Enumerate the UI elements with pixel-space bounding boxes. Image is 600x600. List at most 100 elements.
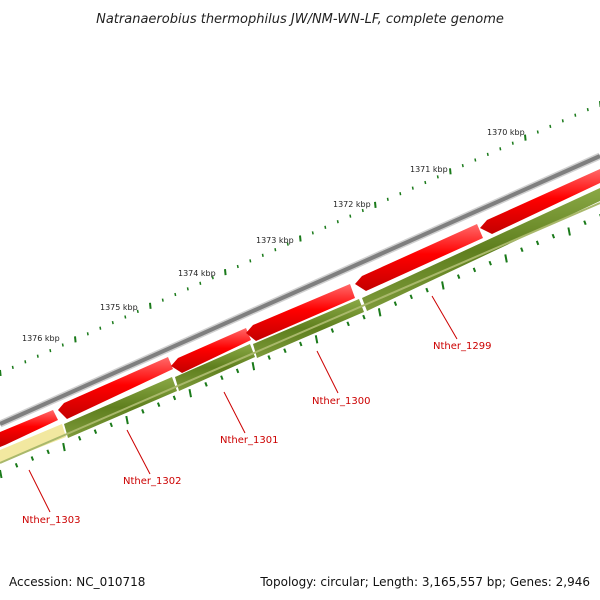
inner-tick xyxy=(0,469,3,479)
scale-ticks xyxy=(0,101,600,479)
scale-tick xyxy=(124,315,127,319)
scale-tick xyxy=(236,264,239,269)
scale-tick xyxy=(199,281,202,285)
scale-tick xyxy=(399,192,402,196)
inner-tick xyxy=(14,462,19,468)
reverse-gene-faint xyxy=(0,424,66,463)
scale-tick xyxy=(486,152,489,157)
map-title: Natranaerobius thermophilus JW/NM-WN-LF,… xyxy=(96,12,504,27)
inner-tick xyxy=(583,220,587,226)
inner-tick xyxy=(567,227,571,236)
scale-tick xyxy=(511,141,514,145)
gene-label-nther-1300: Nther_1300 xyxy=(312,396,370,407)
scale-tick xyxy=(249,259,252,263)
scale-tick xyxy=(174,292,177,297)
scale-tick xyxy=(311,231,314,235)
scale-tick xyxy=(561,119,564,123)
inner-tick xyxy=(488,260,492,266)
scale-tick xyxy=(324,225,327,229)
genome-backbone xyxy=(0,152,600,428)
forward-gene-arrow xyxy=(355,224,483,291)
gene-label-leaders xyxy=(28,295,458,513)
scale-tick xyxy=(574,113,577,117)
inner-tick xyxy=(109,422,113,428)
scale-tick xyxy=(461,163,464,168)
scale-tick xyxy=(99,326,102,330)
scale-tick xyxy=(0,369,2,377)
scale-tick xyxy=(149,302,152,309)
scale-tick xyxy=(286,242,289,246)
forward-genes xyxy=(0,169,600,447)
inner-tick xyxy=(251,362,256,371)
inner-tick xyxy=(393,301,398,306)
scale-tick xyxy=(474,158,477,162)
inner-tick xyxy=(188,389,192,398)
reverse-gene-highlight xyxy=(0,202,600,464)
scale-label-1374-kbp: 1374 kbp xyxy=(178,269,216,278)
gene-label-nther-1303: Nther_1303 xyxy=(22,515,80,526)
scale-tick xyxy=(299,235,302,242)
scale-label-1372-kbp: 1372 kbp xyxy=(333,200,371,209)
scale-tick xyxy=(499,147,502,151)
inner-tick xyxy=(62,442,66,452)
scale-tick xyxy=(86,332,89,336)
inner-tick xyxy=(330,328,335,333)
scale-tick xyxy=(136,309,139,314)
inner-tick xyxy=(535,240,540,246)
scale-label-1375-kbp: 1375 kbp xyxy=(100,303,138,312)
inner-tick xyxy=(362,314,366,320)
scale-tick xyxy=(36,354,39,358)
inner-tick xyxy=(235,368,240,374)
scale-labels: 1370 kbp 1371 kbp 1372 kbp 1373 kbp 1374… xyxy=(22,128,525,343)
inner-tick xyxy=(314,335,319,344)
scale-tick xyxy=(111,320,114,325)
scale-tick xyxy=(49,348,52,353)
scale-tick xyxy=(536,130,539,134)
inner-tick xyxy=(30,456,35,461)
scale-tick xyxy=(361,208,364,213)
inner-tick xyxy=(204,382,208,387)
scale-tick xyxy=(436,175,439,179)
inner-tick xyxy=(77,435,82,441)
scale-tick xyxy=(386,197,389,201)
inner-tick xyxy=(456,274,461,279)
inner-tick xyxy=(377,308,382,317)
gene-labels: Nther_1299 Nther_1300 Nther_1301 Nther_1… xyxy=(22,341,491,526)
genome-summary-text: Topology: circular; Length: 3,165,557 bp… xyxy=(259,575,590,589)
scale-tick xyxy=(374,201,377,208)
inner-tick xyxy=(93,429,98,434)
scale-tick xyxy=(74,336,77,343)
scale-tick xyxy=(424,180,427,185)
inner-tick xyxy=(346,321,350,327)
scale-label-1370-kbp: 1370 kbp xyxy=(487,128,525,137)
scale-tick xyxy=(261,253,264,257)
inner-tick xyxy=(472,267,477,273)
scale-tick xyxy=(186,287,189,291)
inner-tick xyxy=(125,415,129,425)
inner-tick xyxy=(172,395,177,401)
inner-tick xyxy=(220,375,224,381)
scale-tick xyxy=(336,220,339,224)
inner-tick xyxy=(299,341,303,347)
inner-tick xyxy=(425,287,429,293)
scale-tick xyxy=(161,298,164,302)
gene-label-nther-1302: Nther_1302 xyxy=(123,476,181,487)
scale-tick xyxy=(549,124,552,129)
scale-tick xyxy=(411,186,414,190)
inner-tick xyxy=(551,233,556,239)
scale-tick xyxy=(274,248,277,252)
scale-tick xyxy=(11,365,14,370)
scale-tick xyxy=(211,276,214,280)
forward-gene-arrow xyxy=(246,284,355,341)
scale-tick xyxy=(224,269,227,276)
inner-tick xyxy=(441,281,445,290)
gene-label-nther-1299: Nther_1299 xyxy=(433,341,491,352)
scale-tick xyxy=(449,168,452,175)
scale-label-1371-kbp: 1371 kbp xyxy=(410,165,448,174)
inner-tick xyxy=(267,355,271,360)
inner-tick xyxy=(283,348,287,354)
scale-tick xyxy=(524,134,527,141)
scale-label-1376-kbp: 1376 kbp xyxy=(22,334,60,343)
scale-tick xyxy=(24,360,27,364)
